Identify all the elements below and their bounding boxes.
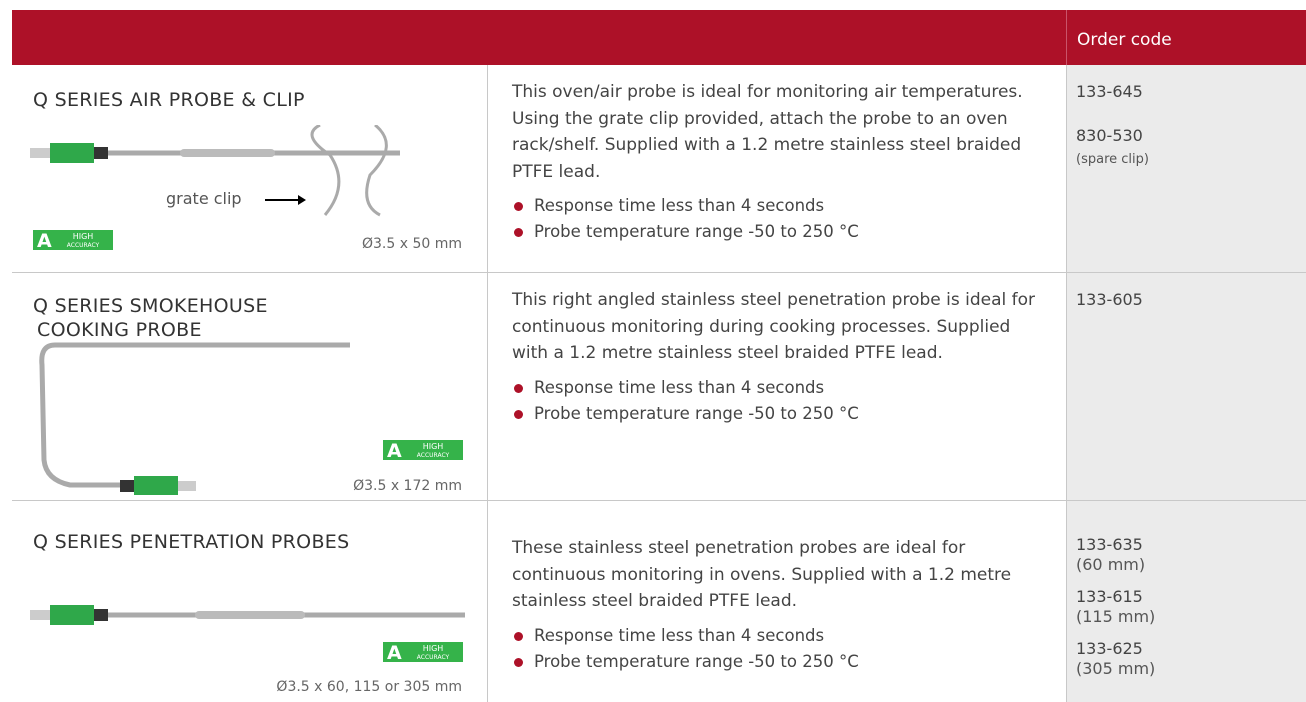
bullet: Probe temperature range -50 to 250 °C (512, 219, 1042, 245)
order-code: 133-645 (1076, 82, 1149, 102)
code-note: (115 mm) (1076, 607, 1155, 627)
order-code: 830-530 (1076, 126, 1149, 146)
bullet: Response time less than 4 seconds (512, 193, 1042, 219)
order-code-heading: Order code (1077, 30, 1172, 50)
probe-image (30, 125, 410, 225)
col-divider (487, 65, 488, 702)
description: This right angled stainless steel penetr… (512, 287, 1042, 367)
bullet: Probe temperature range -50 to 250 °C (512, 401, 1042, 427)
description-cell: This oven/air probe is ideal for monitor… (512, 79, 1042, 245)
badge-mark: A (387, 440, 402, 460)
badge-line: ACCURACY (417, 654, 450, 661)
order-header: Order code (1066, 10, 1306, 65)
order-code: 133-635 (1076, 535, 1155, 555)
probe-image (30, 340, 360, 495)
description: This oven/air probe is ideal for monitor… (512, 79, 1042, 185)
badge-line: HIGH (423, 442, 444, 451)
row-divider (12, 272, 1306, 273)
dimensions: Ø3.5 x 50 mm (162, 236, 462, 252)
name-line: COOKING PROBE (33, 318, 268, 342)
image-label: grate clip (166, 189, 242, 208)
page: Order code Q SERIES AIR PROBE & CLIP gra… (0, 0, 1306, 702)
badge: A HIGH ACCURACY (383, 642, 463, 662)
badge-mark: A (37, 230, 52, 250)
probe-image (30, 595, 470, 635)
description-cell: This right angled stainless steel penetr… (512, 287, 1042, 427)
product-name: Q SERIES AIR PROBE & CLIP (33, 88, 305, 112)
order-code: 133-625 (1076, 639, 1155, 659)
order-code: 133-615 (1076, 587, 1155, 607)
row-divider (12, 500, 1306, 501)
bullet: Probe temperature range -50 to 250 °C (512, 649, 1042, 675)
order-code: 133-605 (1076, 290, 1143, 310)
description-cell: These stainless steel penetration probes… (512, 535, 1042, 675)
product-name: Q SERIES PENETRATION PROBES (33, 530, 349, 554)
code-note: (305 mm) (1076, 659, 1155, 679)
dimensions: Ø3.5 x 172 mm (162, 478, 462, 494)
codes-cell: 133-645 830-530 (spare clip) (1076, 82, 1149, 167)
dimensions: Ø3.5 x 60, 115 or 305 mm (162, 679, 462, 695)
code-note: (spare clip) (1076, 152, 1149, 167)
badge-line: ACCURACY (67, 242, 100, 249)
badge-line: ACCURACY (417, 452, 450, 459)
badge-line: HIGH (423, 644, 444, 653)
badge: A HIGH ACCURACY (383, 440, 463, 460)
description: These stainless steel penetration probes… (512, 535, 1042, 615)
bullet: Response time less than 4 seconds (512, 375, 1042, 401)
badge: A HIGH ACCURACY (33, 230, 113, 250)
bullet: Response time less than 4 seconds (512, 623, 1042, 649)
code-note: (60 mm) (1076, 555, 1155, 575)
name-line: Q SERIES SMOKEHOUSE (33, 294, 268, 318)
codes-cell: 133-635 (60 mm) 133-615 (115 mm) 133-625… (1076, 535, 1155, 679)
badge-mark: A (387, 642, 402, 662)
badge-line: HIGH (73, 232, 94, 241)
codes-cell: 133-605 (1076, 290, 1143, 310)
col-divider (1066, 65, 1067, 702)
